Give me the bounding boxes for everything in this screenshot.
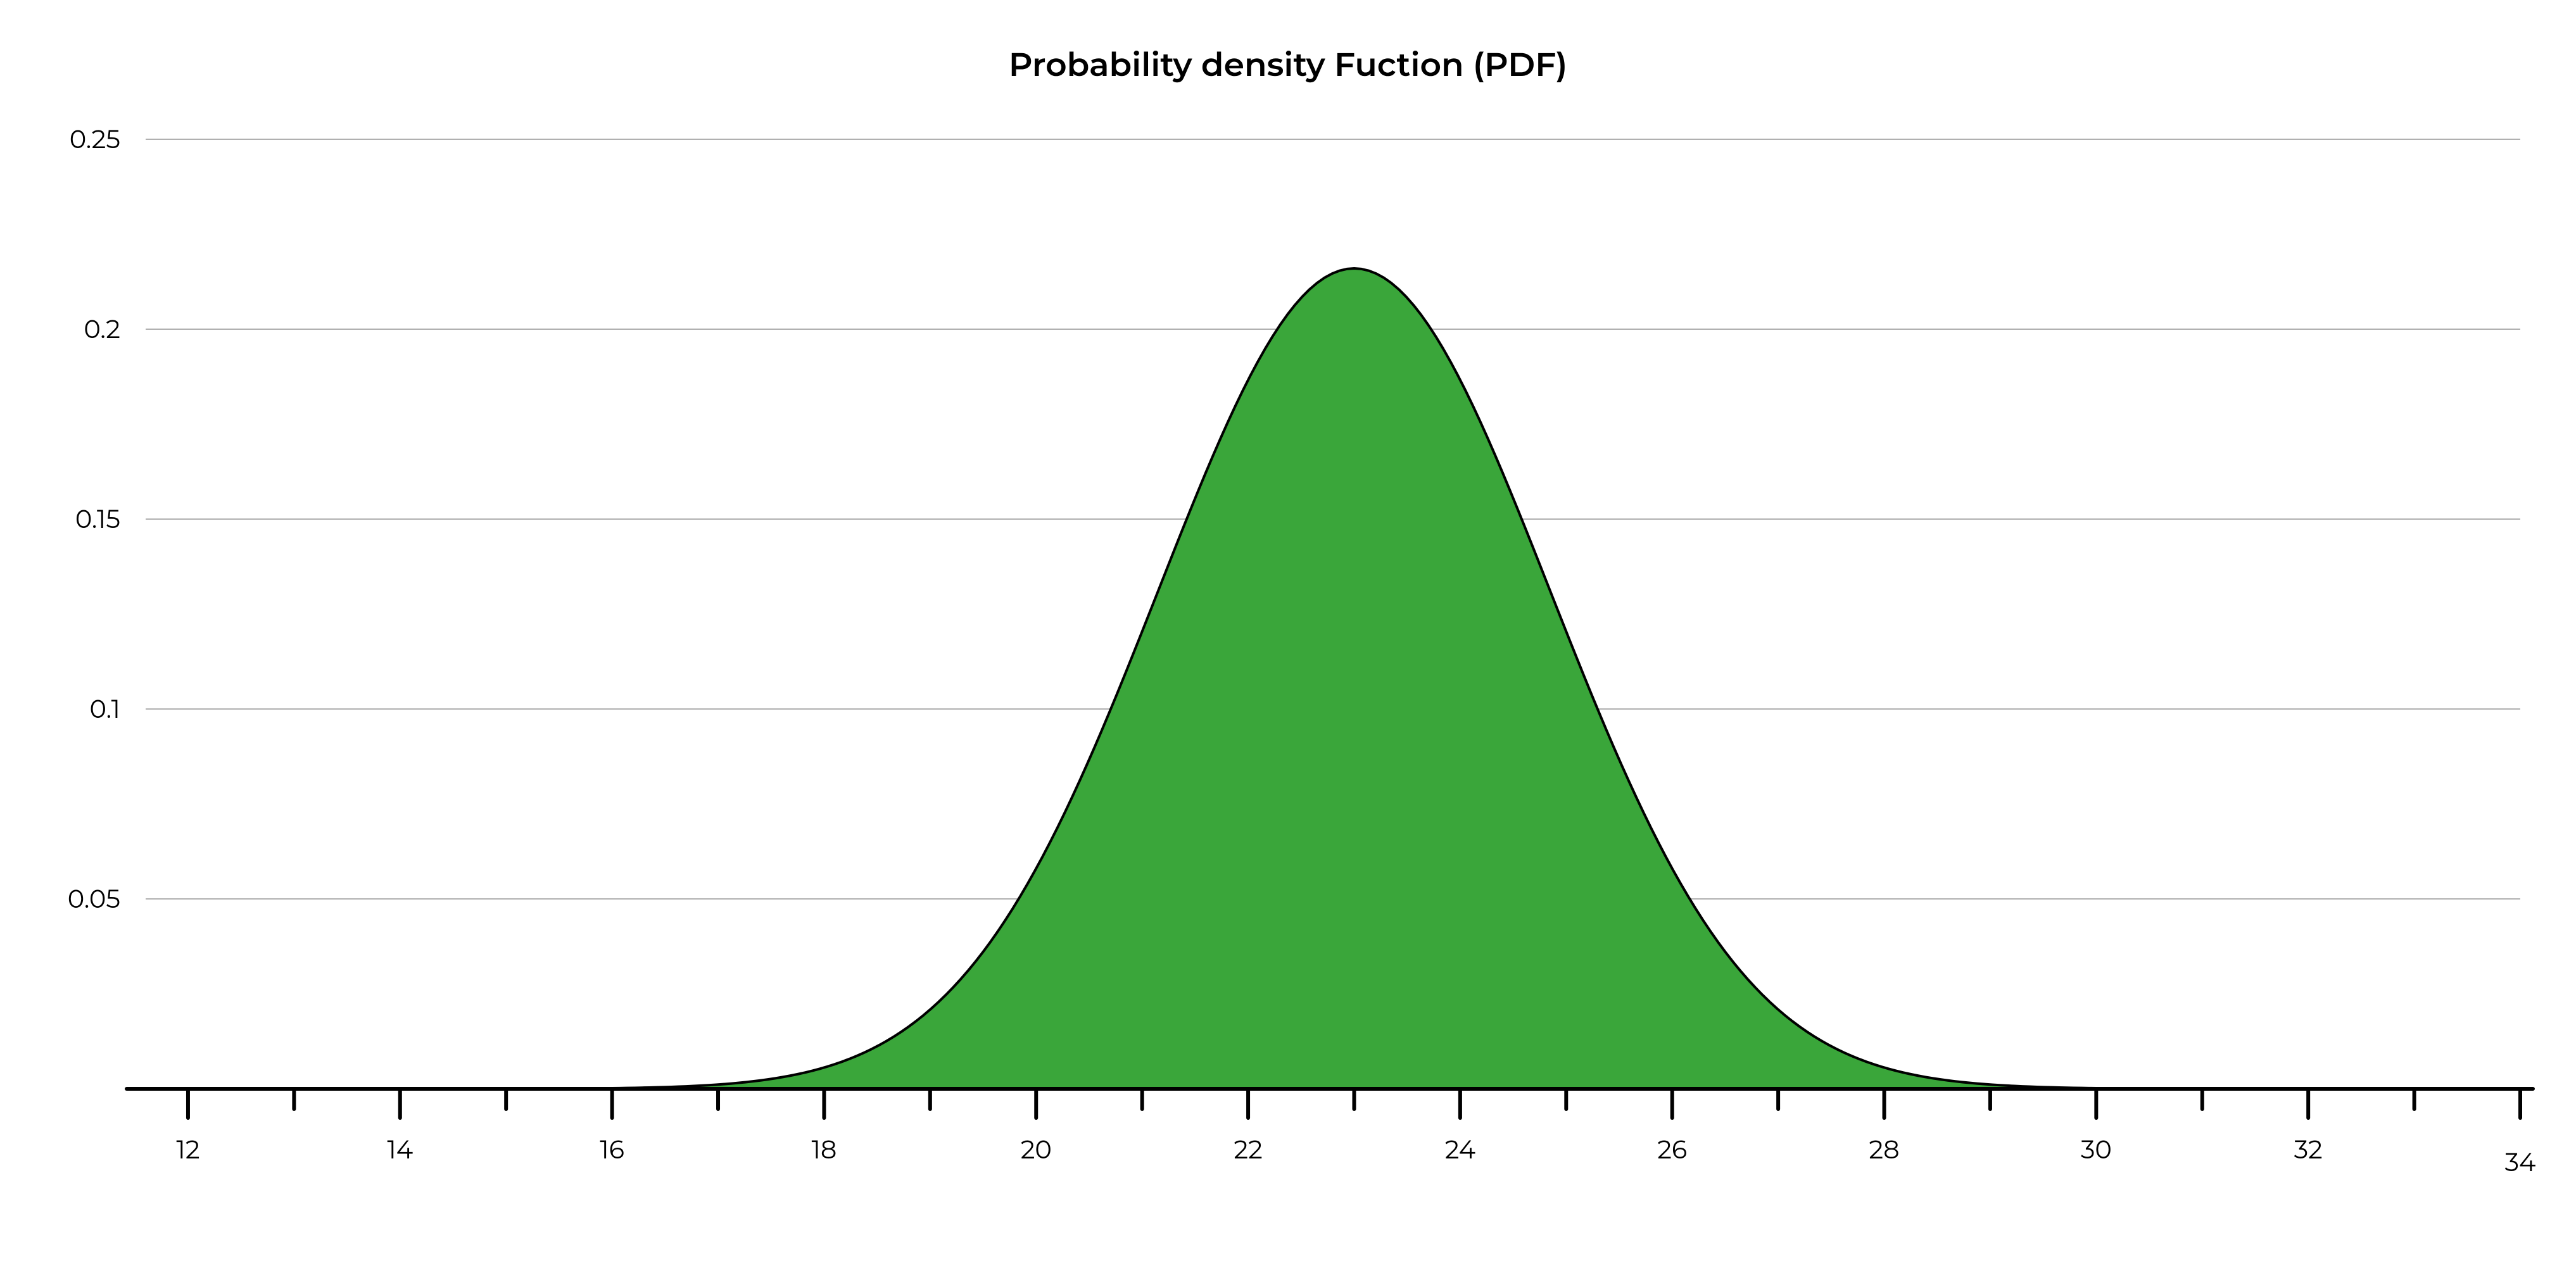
x-tick-label: 22 xyxy=(1234,1134,1262,1165)
x-tick-label: 12 xyxy=(176,1134,199,1165)
pdf-chart: 0.05 0.1 0.15 0.2 0.25 12 14 16 18 20 22 24 26 28 30 32… xyxy=(0,0,2576,1261)
y-tick-label: 0.15 xyxy=(75,504,120,535)
x-tick-label: 18 xyxy=(811,1134,837,1165)
x-tick-label: 30 xyxy=(2081,1134,2112,1165)
chart-title: Probability density Fuction (PDF) xyxy=(1009,45,1567,85)
y-tick-label: 0.25 xyxy=(70,124,120,155)
x-tick-label: 20 xyxy=(1021,1134,1052,1165)
chart-svg: 0.05 0.1 0.15 0.2 0.25 12 14 16 18 20 22 24 26 28 30 32… xyxy=(0,0,2576,1261)
y-tick-label: 0.1 xyxy=(90,694,120,725)
y-tick-label: 0.2 xyxy=(84,314,120,345)
x-tick-label: 14 xyxy=(387,1134,413,1165)
x-tick-label: 28 xyxy=(1869,1134,1899,1165)
x-tick-label: 16 xyxy=(600,1134,624,1165)
x-tick-label: 24 xyxy=(1445,1134,1475,1165)
x-tick-label: 34 xyxy=(2505,1147,2536,1178)
y-tick-label: 0.05 xyxy=(68,884,120,915)
x-tick-label: 26 xyxy=(1657,1134,1687,1165)
x-tick-label: 32 xyxy=(2294,1134,2323,1165)
